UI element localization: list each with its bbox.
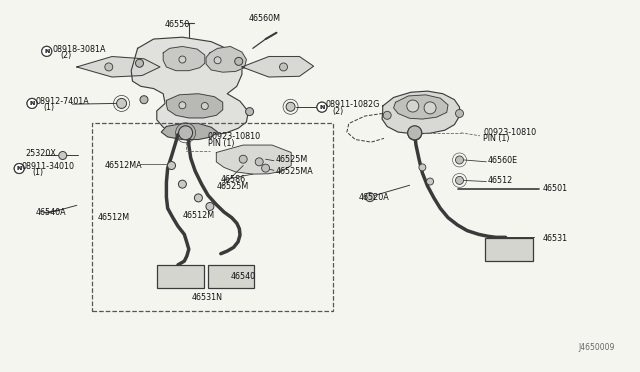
Text: (1): (1) — [32, 168, 43, 177]
Text: 46525M: 46525M — [216, 182, 248, 190]
Circle shape — [42, 46, 52, 56]
Circle shape — [408, 126, 422, 140]
FancyBboxPatch shape — [485, 238, 533, 261]
Circle shape — [136, 59, 143, 67]
Polygon shape — [216, 145, 291, 174]
Circle shape — [317, 102, 327, 112]
Text: N: N — [319, 105, 324, 110]
Text: 46531: 46531 — [543, 234, 568, 243]
Circle shape — [105, 63, 113, 71]
Circle shape — [179, 102, 186, 109]
Text: 46540: 46540 — [230, 272, 255, 280]
Text: 46560M: 46560M — [248, 14, 280, 23]
Text: 46550: 46550 — [165, 20, 190, 29]
Text: (2): (2) — [333, 107, 344, 116]
Text: N: N — [44, 49, 49, 54]
Circle shape — [116, 99, 127, 108]
Polygon shape — [382, 91, 460, 134]
Text: 46520A: 46520A — [358, 193, 389, 202]
Polygon shape — [161, 124, 218, 140]
Circle shape — [202, 103, 208, 109]
Text: 46525M: 46525M — [275, 155, 307, 164]
Polygon shape — [77, 57, 160, 77]
Circle shape — [286, 102, 295, 111]
Text: N: N — [17, 166, 22, 171]
Text: 46512M: 46512M — [97, 213, 129, 222]
Circle shape — [14, 164, 24, 173]
Circle shape — [456, 156, 463, 164]
Circle shape — [140, 96, 148, 104]
Circle shape — [206, 202, 214, 211]
Text: 25320X: 25320X — [26, 149, 56, 158]
FancyBboxPatch shape — [157, 265, 204, 288]
FancyBboxPatch shape — [208, 265, 254, 288]
Text: 46531N: 46531N — [192, 293, 223, 302]
Circle shape — [408, 126, 422, 140]
Text: (1): (1) — [44, 103, 54, 112]
Circle shape — [27, 99, 37, 108]
Text: 08911-1082G: 08911-1082G — [325, 100, 380, 109]
Bar — [92, 123, 333, 311]
Polygon shape — [242, 57, 314, 77]
Polygon shape — [166, 94, 223, 118]
Text: 46560E: 46560E — [488, 156, 518, 165]
Circle shape — [168, 161, 175, 170]
Circle shape — [365, 193, 374, 202]
Text: (2): (2) — [60, 51, 72, 60]
Text: 46501: 46501 — [543, 185, 568, 193]
Circle shape — [42, 46, 52, 56]
Polygon shape — [206, 46, 246, 72]
Circle shape — [179, 56, 186, 63]
Circle shape — [424, 102, 436, 114]
Text: 46512MA: 46512MA — [104, 161, 142, 170]
Circle shape — [235, 57, 243, 65]
Text: 00923-10810: 00923-10810 — [483, 128, 536, 137]
Circle shape — [214, 57, 221, 64]
Circle shape — [14, 164, 24, 173]
Circle shape — [59, 151, 67, 160]
Text: N: N — [319, 105, 324, 110]
Circle shape — [456, 109, 463, 118]
Text: 08911-34010: 08911-34010 — [22, 162, 75, 171]
Polygon shape — [394, 95, 448, 119]
Circle shape — [195, 194, 202, 202]
Circle shape — [280, 63, 287, 71]
Text: 46525MA: 46525MA — [275, 167, 313, 176]
Text: 08912-7401A: 08912-7401A — [35, 97, 89, 106]
Polygon shape — [131, 37, 248, 135]
Circle shape — [27, 99, 37, 108]
Circle shape — [255, 158, 263, 166]
Text: PIN (1): PIN (1) — [208, 139, 234, 148]
Text: 46512: 46512 — [488, 176, 513, 185]
Circle shape — [419, 164, 426, 171]
Circle shape — [427, 178, 433, 185]
Polygon shape — [163, 46, 205, 71]
Circle shape — [246, 108, 253, 116]
Text: PIN (1): PIN (1) — [483, 134, 509, 143]
Circle shape — [179, 180, 186, 188]
Text: N: N — [44, 49, 49, 54]
Text: 46586: 46586 — [221, 175, 246, 184]
Circle shape — [383, 111, 391, 119]
Circle shape — [317, 102, 327, 112]
Text: N: N — [29, 101, 35, 106]
Circle shape — [239, 155, 247, 163]
Circle shape — [179, 126, 193, 140]
Text: 08918-3081A: 08918-3081A — [52, 45, 106, 54]
Text: 46540A: 46540A — [35, 208, 66, 217]
Text: J4650009: J4650009 — [578, 343, 614, 352]
Circle shape — [456, 176, 463, 185]
Text: 00923-10810: 00923-10810 — [208, 132, 261, 141]
Text: 46512M: 46512M — [182, 211, 214, 219]
Text: N: N — [29, 101, 35, 106]
Circle shape — [407, 100, 419, 112]
Circle shape — [262, 164, 269, 172]
Text: N: N — [17, 166, 22, 171]
